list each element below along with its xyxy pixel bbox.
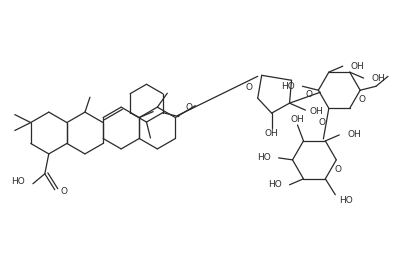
Text: O: O bbox=[305, 90, 312, 99]
Text: OH: OH bbox=[309, 107, 322, 116]
Text: OH: OH bbox=[290, 114, 304, 124]
Text: O: O bbox=[245, 83, 252, 92]
Text: OH: OH bbox=[346, 131, 360, 139]
Text: HO: HO bbox=[280, 82, 294, 91]
Text: O: O bbox=[358, 95, 365, 104]
Text: OH: OH bbox=[371, 74, 385, 83]
Text: HO: HO bbox=[267, 180, 281, 189]
Text: OH: OH bbox=[264, 129, 278, 139]
Text: O: O bbox=[334, 165, 341, 174]
Text: OH: OH bbox=[350, 62, 364, 71]
Text: O: O bbox=[61, 187, 67, 196]
Text: HO: HO bbox=[11, 177, 25, 186]
Text: HO: HO bbox=[338, 196, 352, 205]
Text: O: O bbox=[185, 103, 192, 112]
Text: HO: HO bbox=[256, 153, 270, 162]
Text: O: O bbox=[317, 118, 324, 127]
